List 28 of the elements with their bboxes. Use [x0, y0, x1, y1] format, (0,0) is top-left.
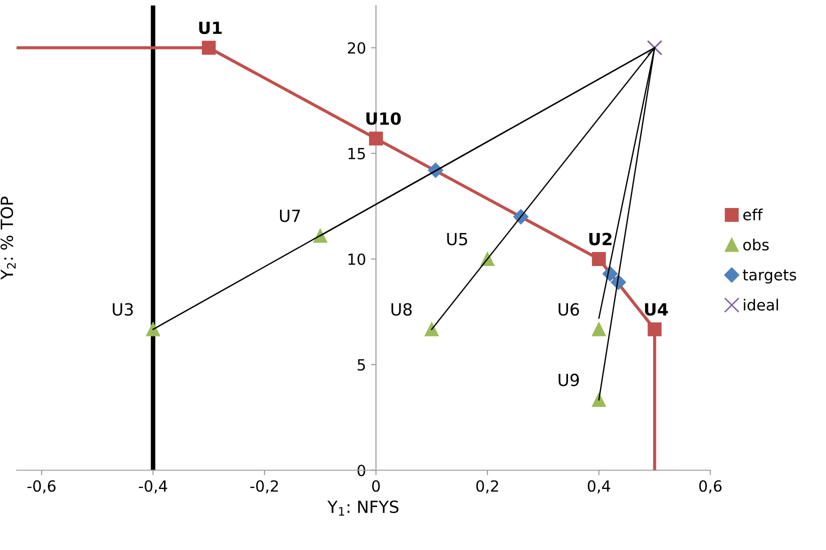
x-tick-label: -0,6 — [27, 480, 56, 494]
legend-label: obs — [743, 238, 769, 251]
annotation: U6 — [558, 303, 579, 316]
annotation: U2 — [589, 232, 612, 246]
x-tick-label: 0 — [372, 480, 380, 492]
annotation: U8 — [391, 303, 412, 316]
legend-label: ideal — [744, 298, 778, 311]
y-tick-label: 5 — [358, 359, 365, 371]
annotation: U7 — [280, 210, 300, 222]
annotation: U5 — [447, 232, 468, 246]
y-axis-title: Y$_{2}$: % TOP — [0, 196, 16, 280]
x-tick-label: 0,4 — [588, 480, 610, 494]
x-tick-label: -0,4 — [138, 480, 168, 494]
legend-label: targets — [742, 270, 796, 284]
y-tick-label: 15 — [348, 148, 365, 160]
y-tick-label: 0 — [358, 464, 366, 476]
y-tick-label: 10 — [348, 253, 366, 266]
annotation: U10 — [366, 112, 401, 125]
x-tick-label: 0,2 — [476, 480, 498, 494]
annotation: U4 — [645, 303, 668, 316]
annotation: U1 — [199, 22, 222, 34]
x-axis-title: Y$_{1}$: NFYS — [327, 500, 398, 516]
legend-label: eff — [743, 208, 763, 220]
annotation: U9 — [558, 374, 579, 386]
x-tick-label: -0,2 — [250, 480, 278, 494]
y-tick-label: 20 — [348, 42, 366, 54]
annotation: U3 — [112, 303, 133, 316]
x-tick-label: 0,6 — [699, 480, 722, 494]
